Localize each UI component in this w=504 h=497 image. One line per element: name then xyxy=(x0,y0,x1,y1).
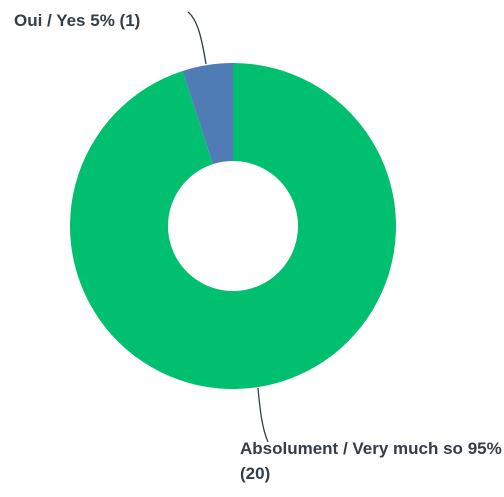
value-label: 95% (20) xyxy=(240,439,502,483)
leader-line xyxy=(257,387,269,443)
category-label: Absolument / Very much so xyxy=(240,439,463,458)
slice xyxy=(70,63,396,390)
slice-label: Absolument / Very much so 95% (20) xyxy=(240,436,502,486)
value-label: 5% (1) xyxy=(90,11,141,30)
slice-label: Oui / Yes 5% (1) xyxy=(14,8,140,33)
category-label: Oui / Yes xyxy=(14,11,86,30)
slice xyxy=(182,63,233,165)
leader-line xyxy=(187,11,207,65)
